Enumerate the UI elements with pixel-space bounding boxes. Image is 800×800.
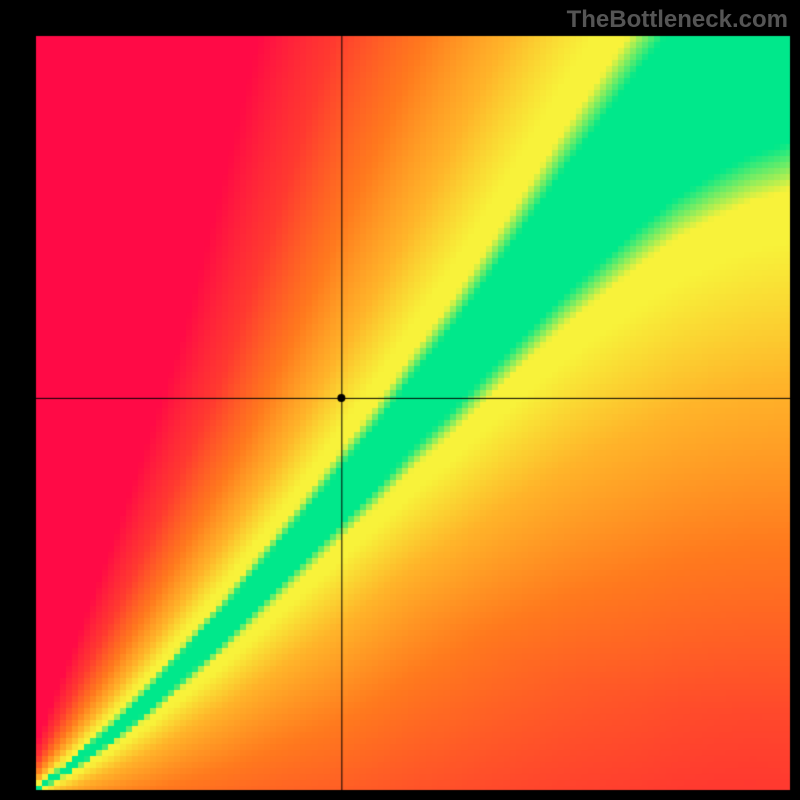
chart-container: { "watermark": { "text": "TheBottleneck.… xyxy=(0,0,800,800)
bottleneck-heatmap xyxy=(0,0,800,800)
watermark-text: TheBottleneck.com xyxy=(567,6,788,34)
